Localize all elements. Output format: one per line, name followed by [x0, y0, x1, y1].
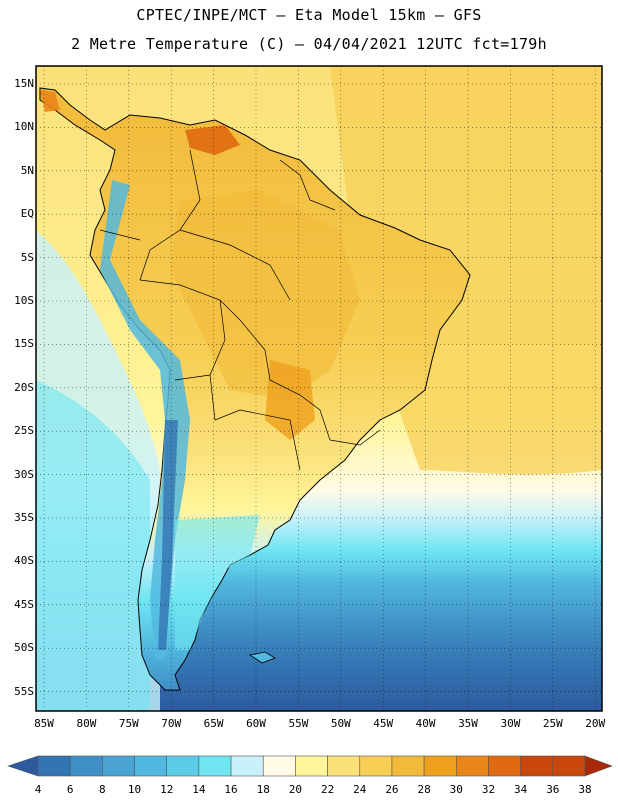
lat-label-10s: 10S [14, 294, 34, 307]
hot-spot-paraguay [265, 360, 315, 440]
pacific-cold-field [36, 380, 150, 711]
hot-spot-venezuela [185, 125, 240, 155]
colorbar-tick-24: 24 [353, 783, 367, 796]
lon-label-65w: 65W [203, 717, 224, 730]
colorbar-tick-12: 12 [160, 783, 174, 796]
lat-label-35s: 35S [14, 511, 34, 524]
lon-label-25w: 25W [542, 717, 563, 730]
colorbar-tick-6: 6 [66, 783, 74, 796]
colorbar-swatch [359, 755, 393, 777]
colorbar-tick-22: 22 [320, 783, 335, 796]
colorbar-swatch [262, 755, 296, 777]
colorbar-swatch [391, 755, 425, 777]
colorbar-tick-26: 26 [385, 783, 399, 796]
colorbar-tick-34: 34 [514, 783, 528, 796]
lon-label-60w: 60W [246, 717, 266, 730]
lon-label-50w: 50W [330, 717, 351, 730]
lon-label-45w: 45W [373, 717, 394, 730]
lon-label-35w: 35W [458, 717, 478, 730]
colorbar-tick-18: 18 [256, 783, 270, 796]
colorbar-tick-30: 30 [449, 783, 463, 796]
colorbar-swatch [552, 755, 586, 777]
colorbar-swatch [37, 755, 71, 777]
colorbar-tick-38: 38 [578, 783, 592, 796]
lon-label-80w: 80W [76, 717, 97, 730]
lon-label-75w: 75W [118, 717, 139, 730]
colorbar-tick-32: 32 [481, 783, 496, 796]
lat-label-10n: 10N [14, 120, 34, 134]
colorbar-tick-10: 10 [127, 783, 142, 796]
colorbar-swatch [230, 755, 264, 777]
andes-high-peaks [158, 420, 178, 650]
colorbar-swatch [327, 755, 361, 777]
colorbar-swatch [166, 755, 200, 777]
patagonia-cool [175, 515, 260, 650]
colorbar-tick-36: 36 [546, 783, 560, 796]
hot-spot-central-america [40, 90, 60, 112]
lon-label-55w: 55W [288, 717, 309, 730]
colorbar-tick-28: 28 [417, 783, 431, 796]
colorbar-tick-4: 4 [34, 783, 42, 796]
lon-label-85w: 85W [34, 717, 54, 730]
colorbar-arrow-left [7, 755, 39, 777]
colorbar-swatch [134, 755, 168, 777]
title-line-1: CPTEC/INPE/MCT – Eta Model 15km – GFS [136, 6, 482, 24]
title-line-2: 2 Metre Temperature (C) – 04/04/2021 12U… [71, 35, 547, 53]
lon-label-30w: 30W [500, 717, 521, 730]
lat-label-45s: 45S [14, 597, 34, 611]
colorbar-tick-20: 20 [288, 783, 303, 796]
colorbar-swatch [198, 755, 232, 777]
lat-label-30s: 30S [14, 467, 34, 481]
colorbar-tick-8: 8 [99, 783, 106, 796]
colorbar [7, 755, 613, 777]
colorbar-swatch [488, 755, 521, 777]
lat-label-15s: 15S [14, 337, 34, 351]
lat-label-eq: EQ [20, 207, 34, 221]
colorbar-swatch [455, 755, 489, 777]
map-frame [35, 65, 603, 712]
lat-label-20s: 20S [14, 380, 34, 394]
colorbar-tick-16: 16 [224, 783, 238, 796]
lon-label-20w: 20W [585, 717, 606, 730]
colorbar-swatch [102, 755, 135, 777]
inland-warm-core [170, 190, 360, 400]
lat-label-5n: 5N [20, 163, 34, 177]
lat-label-5s: 5S [20, 250, 34, 264]
colorbar-arrow-right [584, 755, 613, 777]
lat-label-50s: 50S [14, 641, 34, 655]
colorbar-swatch [423, 755, 457, 777]
colorbar-swatch [295, 755, 328, 777]
colorbar-swatch [520, 755, 554, 777]
country-borders [99, 149, 381, 471]
lat-label-15n: 15N [14, 77, 34, 90]
colorbar-tick-14: 14 [192, 783, 206, 796]
colorbar-swatch [69, 755, 103, 777]
lat-label-55s: 55S [14, 684, 34, 698]
lon-label-40w: 40W [415, 717, 436, 730]
lon-label-70w: 70W [161, 717, 182, 730]
lat-label-40s: 40S [14, 554, 34, 568]
lat-label-25s: 25S [14, 424, 34, 438]
